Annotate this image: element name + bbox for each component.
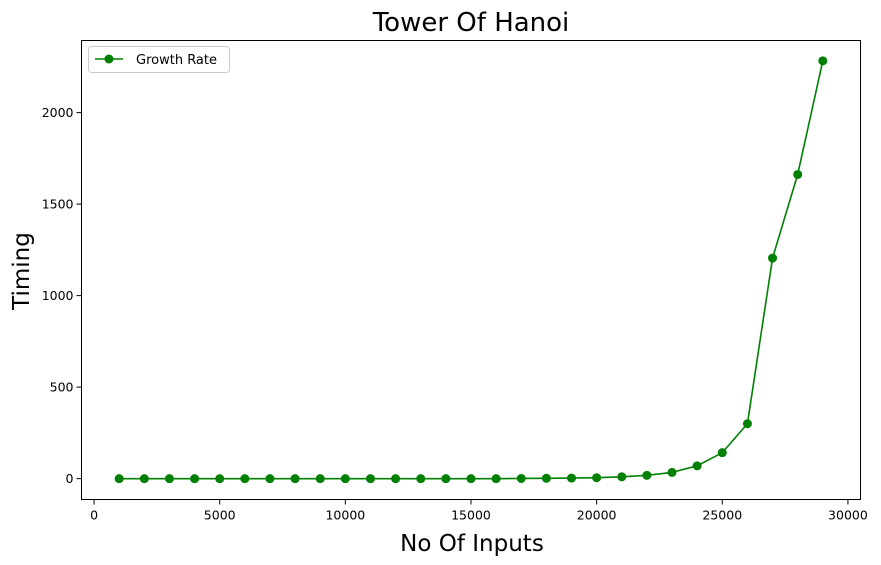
x-tick-label: 10000 <box>325 508 365 523</box>
legend-frame <box>88 46 230 73</box>
data-point <box>391 474 401 484</box>
y-tick-label: 1000 <box>42 288 74 303</box>
y-axis: 0 500 1000 1500 2000 <box>42 105 82 486</box>
data-point <box>139 474 149 484</box>
y-tick-label: 500 <box>50 380 74 395</box>
series-layer <box>114 56 828 484</box>
data-point <box>441 474 451 484</box>
x-tick-label: 25000 <box>702 508 742 523</box>
data-point <box>114 474 124 484</box>
y-tick-label: 0 <box>66 471 74 486</box>
data-point <box>290 474 300 484</box>
data-point <box>592 473 602 483</box>
data-point <box>491 474 501 484</box>
x-tick-label: 0 <box>90 508 98 523</box>
x-tick-label: 30000 <box>828 508 868 523</box>
x-tick-label: 20000 <box>577 508 617 523</box>
data-point <box>717 448 727 458</box>
data-point <box>642 470 652 480</box>
y-tick-label: 1500 <box>42 197 74 212</box>
data-point <box>793 169 803 179</box>
x-tick-label: 15000 <box>451 508 491 523</box>
data-point <box>466 474 476 484</box>
legend-label: Growth Rate <box>136 53 217 68</box>
data-point <box>667 467 677 477</box>
data-point <box>416 474 426 484</box>
data-point <box>768 253 778 263</box>
data-point <box>240 474 250 484</box>
data-point <box>190 474 200 484</box>
data-point <box>340 474 350 484</box>
data-point <box>365 474 375 484</box>
data-point <box>164 474 174 484</box>
data-point <box>315 474 325 484</box>
data-point <box>818 56 828 66</box>
x-axis: 0 5000 10000 15000 20000 25000 30000 <box>90 499 868 523</box>
data-point <box>692 461 702 471</box>
data-point <box>617 472 627 482</box>
data-point <box>265 474 275 484</box>
y-axis-label: Timing <box>9 232 35 311</box>
data-point <box>516 473 526 483</box>
x-axis-label: No Of Inputs <box>400 531 544 557</box>
data-point <box>215 474 225 484</box>
data-point <box>567 473 577 483</box>
data-point <box>742 419 752 429</box>
chart-title: Tower Of Hanoi <box>372 8 570 38</box>
x-tick-label: 5000 <box>204 508 236 523</box>
legend-marker-icon <box>104 54 114 64</box>
legend: Growth Rate <box>88 46 230 73</box>
data-point <box>541 473 551 483</box>
y-tick-label: 2000 <box>42 105 74 120</box>
